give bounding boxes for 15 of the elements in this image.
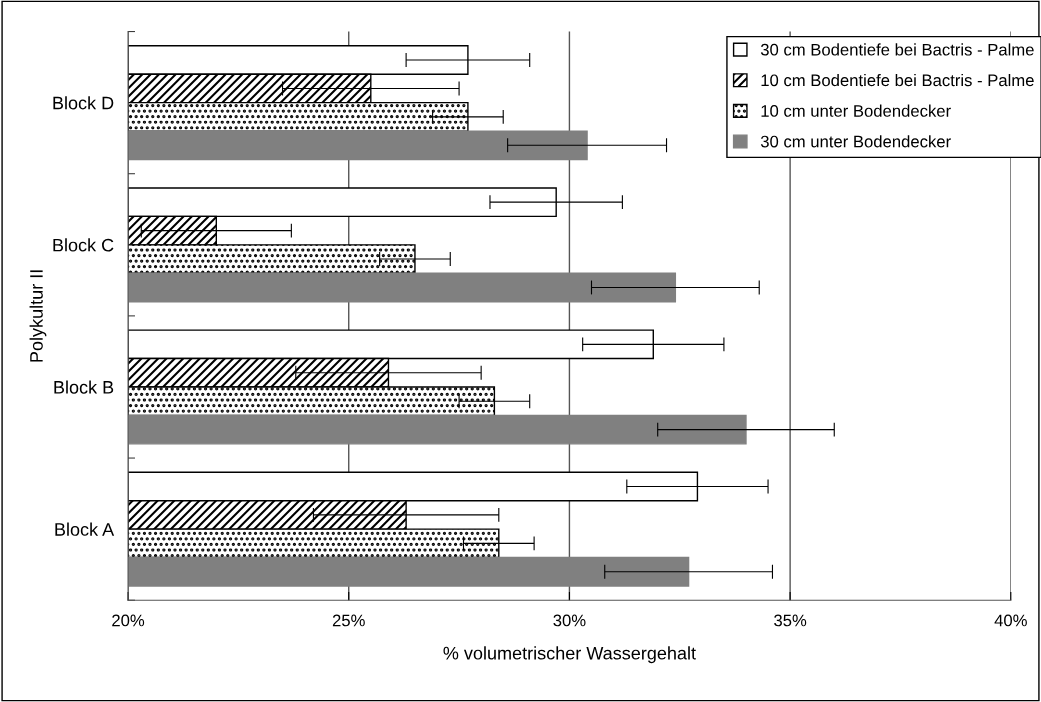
x-axis-title: % volumetrischer Wassergehalt (443, 646, 696, 664)
x-tick-label: 20% (112, 614, 145, 627)
legend-label: 10 cm Bodentiefe bei Bactris - Palme (761, 73, 1034, 87)
y-tick-label: Block D (53, 96, 114, 110)
y-axis-title: Polykultur II (29, 270, 47, 362)
y-tick-label: Block B (54, 380, 114, 394)
x-tick-label: 25% (332, 614, 365, 627)
legend-label: 30 cm unter Bodendecker (760, 135, 951, 148)
y-tick-label: Block A (55, 522, 115, 536)
x-tick-label: 30% (553, 614, 586, 627)
legend-label: 10 cm unter Bodendecker (761, 104, 951, 117)
y-tick-label: Block C (53, 238, 114, 252)
x-tick-label: 35% (774, 614, 807, 627)
legend-label: 30 cm Bodentiefe bei Bactris - Palme (760, 43, 1034, 56)
x-tick-label: 40% (994, 614, 1027, 627)
